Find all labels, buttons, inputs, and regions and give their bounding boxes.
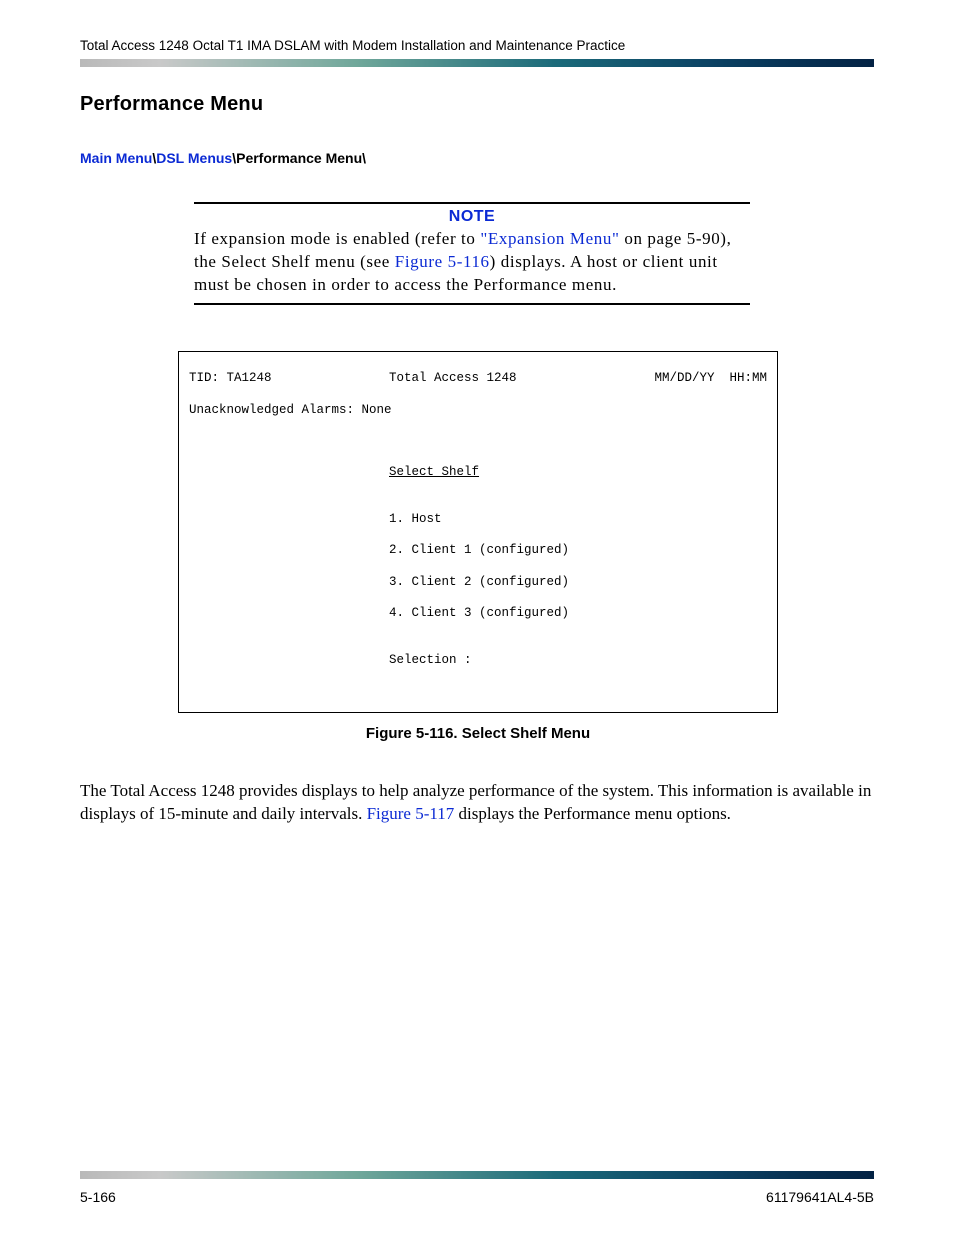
note-body: If expansion mode is enabled (refer to "… xyxy=(194,228,750,297)
link-figure-5-116[interactable]: Figure 5-116 xyxy=(395,252,490,271)
terminal-screen: TID: TA1248Total Access 1248MM/DD/YY HH:… xyxy=(178,351,778,713)
footer-page-number: 5-166 xyxy=(80,1189,116,1205)
breadcrumb-current: Performance Menu xyxy=(236,150,362,166)
terminal-datetime: MM/DD/YY HH:MM xyxy=(609,371,767,387)
terminal-title: Total Access 1248 xyxy=(389,371,609,387)
link-figure-5-117[interactable]: Figure 5-117 xyxy=(367,804,455,823)
breadcrumb: Main Menu\DSL Menus\Performance Menu\ xyxy=(80,150,874,166)
note-block: NOTE If expansion mode is enabled (refer… xyxy=(194,202,750,305)
link-expansion-menu[interactable]: "Expansion Menu" xyxy=(480,229,619,248)
body-paragraph: The Total Access 1248 provides displays … xyxy=(80,780,874,826)
header-gradient-bar xyxy=(80,59,874,67)
note-text: If expansion mode is enabled (refer to xyxy=(194,229,480,248)
running-header: Total Access 1248 Octal T1 IMA DSLAM wit… xyxy=(80,38,874,53)
figure-caption: Figure 5-116. Select Shelf Menu xyxy=(178,725,778,742)
footer-gradient-bar xyxy=(80,1171,874,1179)
page-footer: 5-166 61179641AL4-5B xyxy=(80,1171,874,1205)
note-bottom-rule xyxy=(194,303,750,305)
note-heading: NOTE xyxy=(194,208,750,226)
body-text: displays the Performance menu options. xyxy=(454,804,731,823)
terminal-figure: TID: TA1248Total Access 1248MM/DD/YY HH:… xyxy=(178,351,778,742)
breadcrumb-trailing: \ xyxy=(362,150,366,166)
terminal-option-3: 3. Client 2 (configured) xyxy=(189,575,767,591)
terminal-option-2: 2. Client 1 (configured) xyxy=(189,543,767,559)
breadcrumb-main-menu[interactable]: Main Menu xyxy=(80,150,152,166)
breadcrumb-dsl-menus[interactable]: DSL Menus xyxy=(156,150,232,166)
footer-doc-number: 61179641AL4-5B xyxy=(766,1189,874,1205)
section-title: Performance Menu xyxy=(80,93,874,116)
terminal-tid: TID: TA1248 xyxy=(189,371,389,387)
terminal-alarms: Unacknowledged Alarms: None xyxy=(189,403,392,417)
terminal-selection-prompt: Selection : xyxy=(189,653,767,669)
terminal-option-4: 4. Client 3 (configured) xyxy=(189,606,767,622)
note-top-rule xyxy=(194,202,750,204)
terminal-option-1: 1. Host xyxy=(189,512,767,528)
terminal-menu-title: Select Shelf xyxy=(389,465,479,479)
